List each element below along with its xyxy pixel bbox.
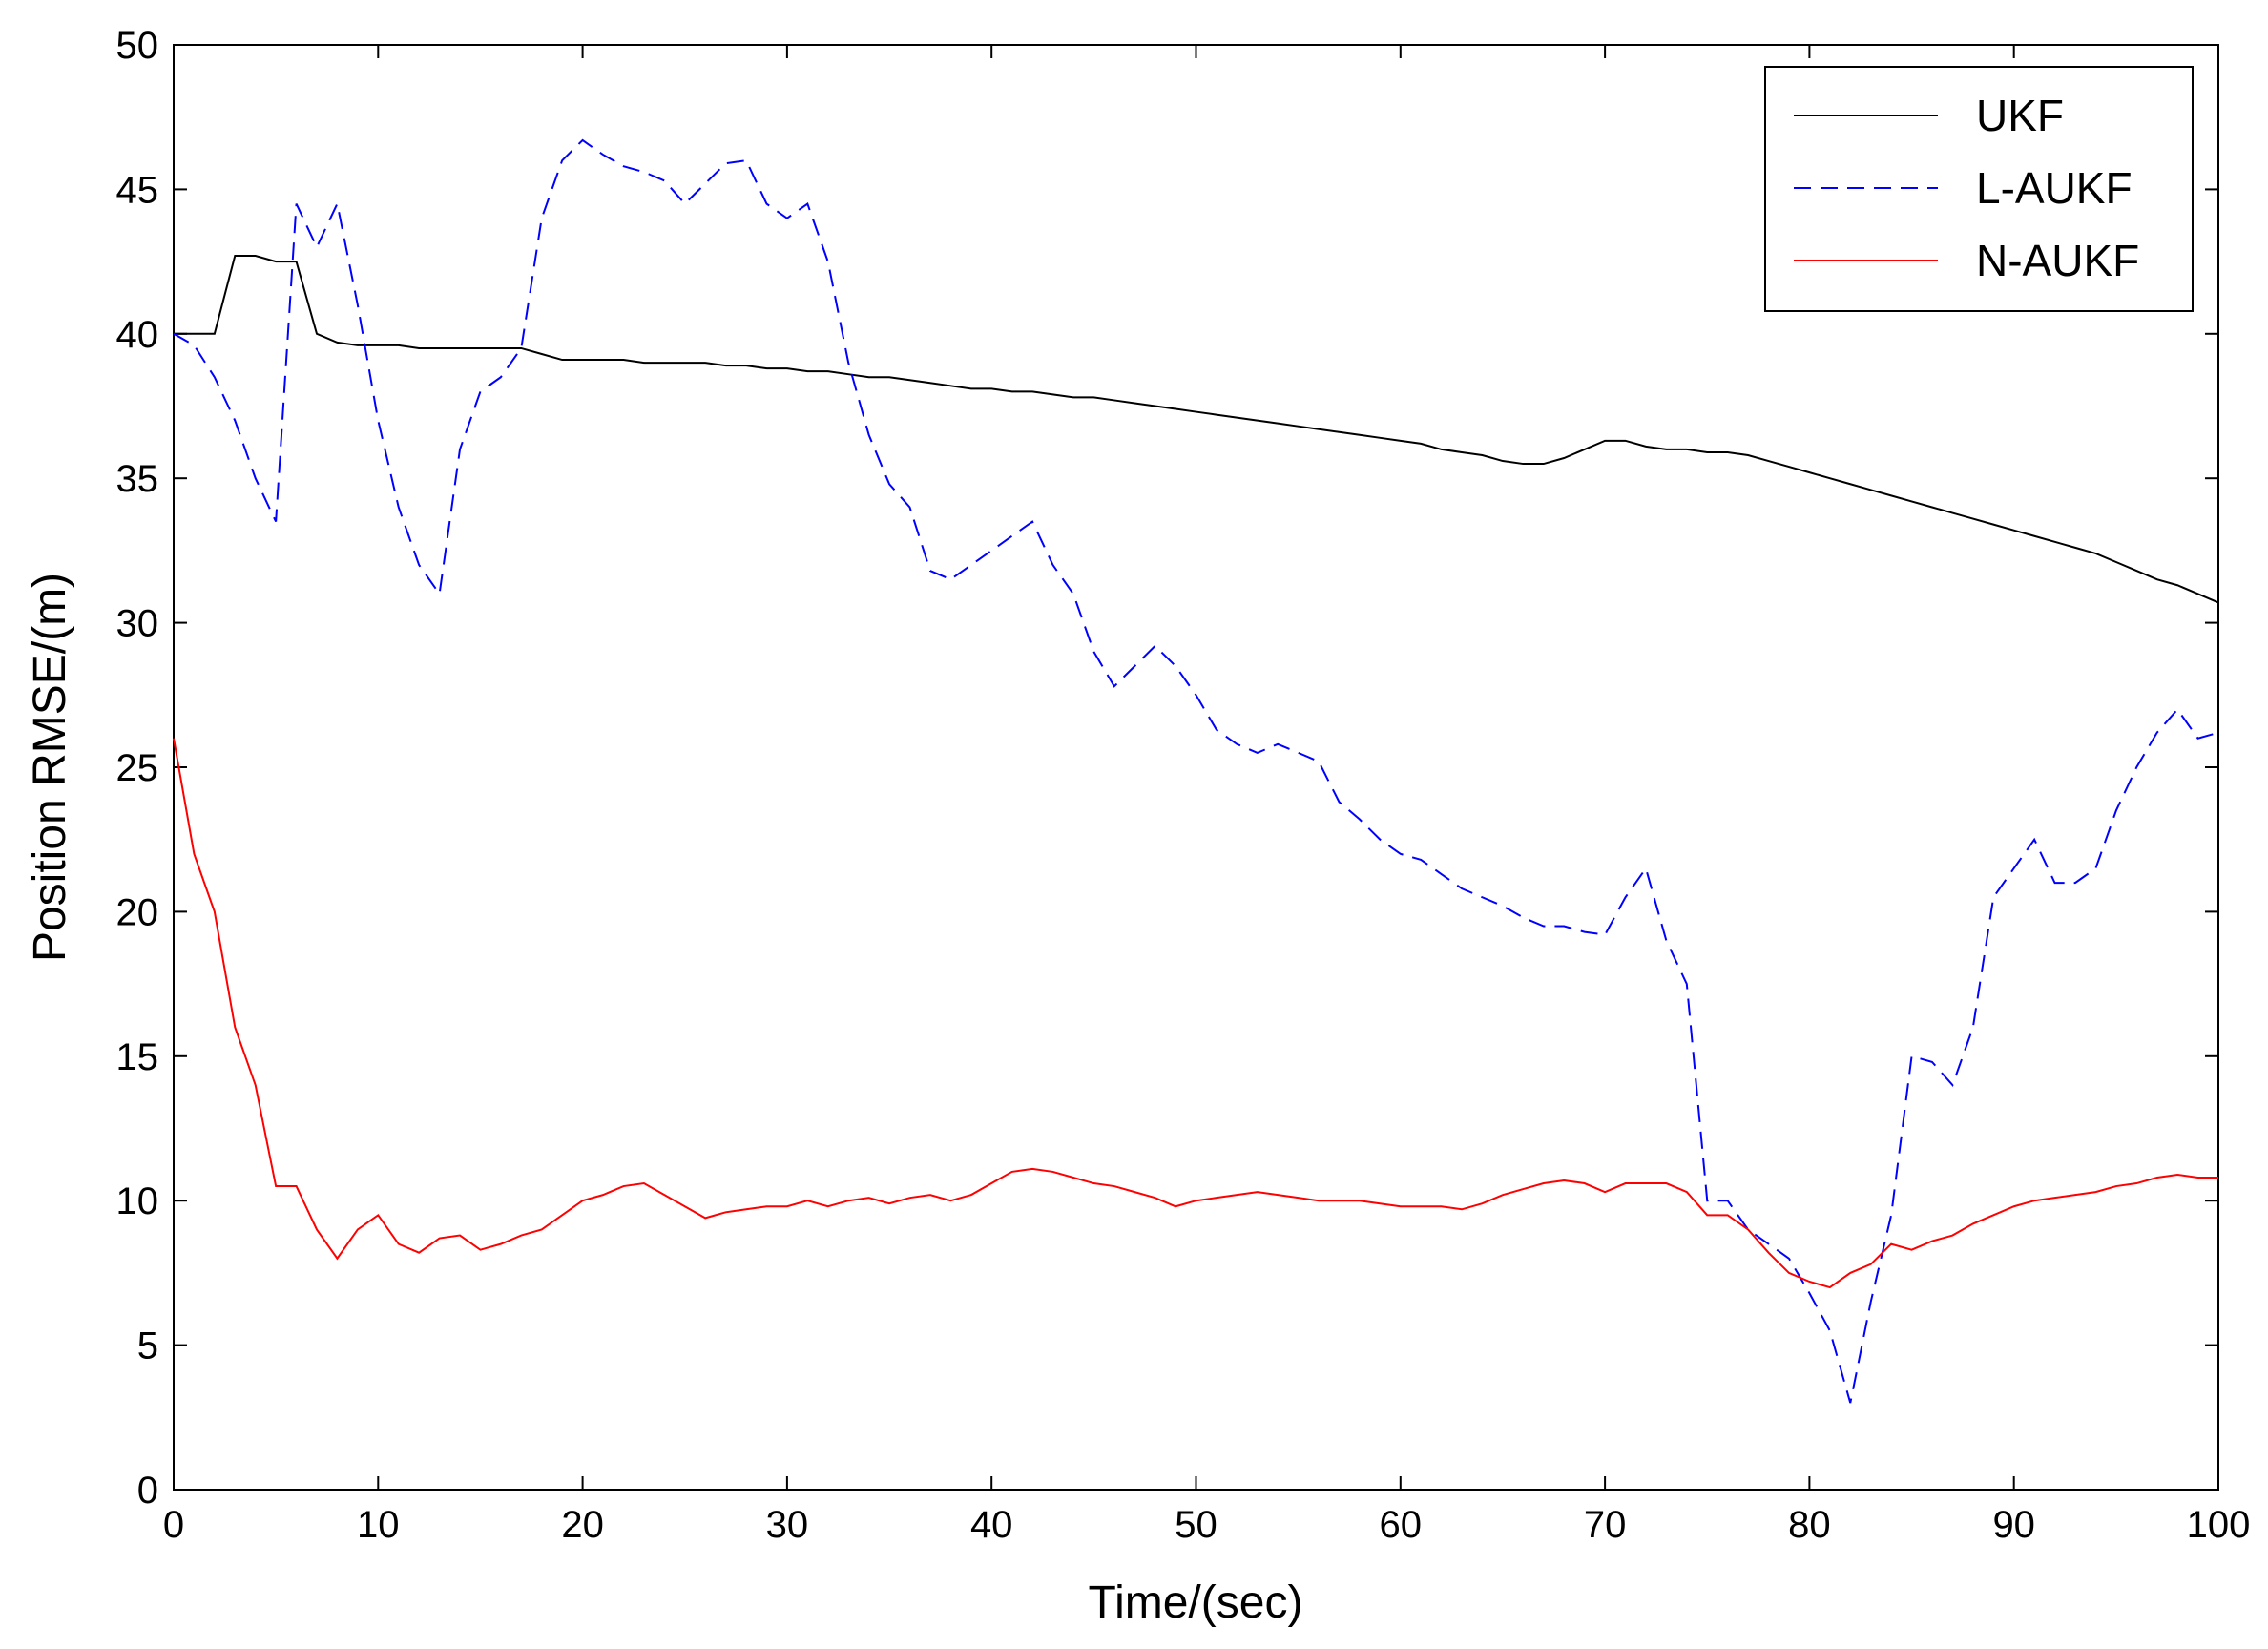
y-tick-label: 45 bbox=[116, 169, 159, 211]
y-tick-label: 20 bbox=[116, 891, 159, 933]
x-tick-label: 0 bbox=[163, 1504, 184, 1546]
x-tick-label: 50 bbox=[1175, 1504, 1217, 1546]
x-tick-label: 40 bbox=[970, 1504, 1013, 1546]
x-tick-label: 10 bbox=[357, 1504, 400, 1546]
y-tick-label: 25 bbox=[116, 747, 159, 789]
y-tick-label: 0 bbox=[137, 1470, 158, 1512]
x-tick-label: 30 bbox=[766, 1504, 809, 1546]
series-line bbox=[173, 738, 2218, 1289]
y-tick-label: 10 bbox=[116, 1180, 159, 1222]
series-line bbox=[174, 255, 2219, 604]
y-tick-label: 30 bbox=[116, 603, 159, 645]
y-tick-label: 5 bbox=[137, 1325, 158, 1367]
y-tick-label: 40 bbox=[116, 314, 159, 356]
x-tick-label: 90 bbox=[1992, 1504, 2035, 1546]
x-tick-label: 60 bbox=[1380, 1504, 1423, 1546]
x-tick-label: 70 bbox=[1584, 1504, 1627, 1546]
x-tick-label: 80 bbox=[1788, 1504, 1831, 1546]
legend-label: UKF bbox=[1976, 91, 2064, 140]
x-axis-label: Time/(sec) bbox=[1089, 1577, 1303, 1628]
legend-label: N-AUKF bbox=[1976, 236, 2139, 285]
y-tick-label: 50 bbox=[116, 25, 159, 67]
series-line bbox=[173, 138, 2219, 1404]
y-tick-label: 35 bbox=[116, 458, 159, 500]
y-axis-label: Position RMSE/(m) bbox=[25, 573, 75, 962]
x-tick-label: 20 bbox=[561, 1504, 604, 1546]
y-tick-label: 15 bbox=[116, 1036, 159, 1078]
legend-label: L-AUKF bbox=[1976, 163, 2133, 213]
x-tick-label: 100 bbox=[2187, 1504, 2251, 1546]
